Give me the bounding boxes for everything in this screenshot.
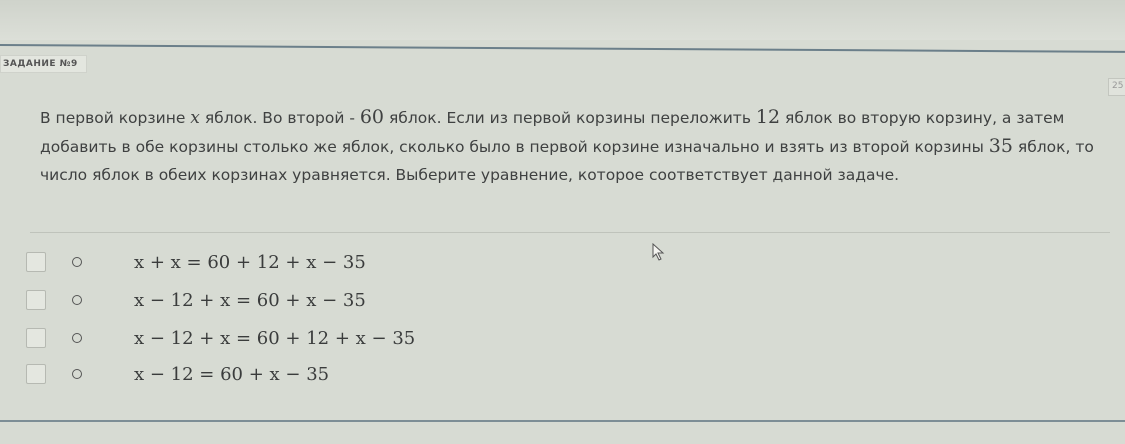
radio-button[interactable] [72,333,82,343]
answer-option[interactable]: x − 12 = 60 + x − 35 [26,362,329,386]
option-checkbox[interactable] [26,252,46,272]
radio-button[interactable] [72,295,82,305]
math-variable: x [190,108,200,128]
task-counter: 25 [1108,78,1125,96]
option-checkbox[interactable] [26,364,46,384]
option-equation[interactable]: x − 12 + x = 60 + x − 35 [134,289,366,311]
task-label: ЗАДАНИЕ №9 [0,55,87,73]
question-part: яблок во вторую корзину, а затем добавит… [40,109,1065,156]
option-equation[interactable]: x + x = 60 + 12 + x − 35 [134,251,366,273]
question-part: В первой корзине [40,109,191,127]
option-checkbox[interactable] [26,290,46,310]
question-part: яблок. Если из первой корзины переложить [384,109,756,127]
option-checkbox[interactable] [26,328,46,348]
divider [0,420,1125,422]
answer-option[interactable]: x − 12 + x = 60 + x − 35 [26,288,366,312]
math-number: 12 [755,106,781,128]
question-part: яблок. Во второй - [199,109,360,127]
top-band [0,0,1125,40]
divider [0,44,1125,53]
math-number: 35 [988,135,1013,157]
answer-option[interactable]: x + x = 60 + 12 + x − 35 [26,250,366,274]
option-equation[interactable]: x − 12 = 60 + x − 35 [134,363,330,385]
option-equation[interactable]: x − 12 + x = 60 + 12 + x − 35 [134,327,416,349]
math-number: 60 [359,106,385,128]
radio-button[interactable] [72,369,82,379]
answer-option[interactable]: x − 12 + x = 60 + 12 + x − 35 [26,326,415,350]
radio-button[interactable] [72,257,82,267]
mouse-cursor-icon [652,243,665,261]
question-part: яблок, то число яблок в обеих корзинах у… [40,138,1094,184]
divider [30,232,1110,233]
question-text: В первой корзине x яблок. Во второй - 60… [40,103,1125,189]
